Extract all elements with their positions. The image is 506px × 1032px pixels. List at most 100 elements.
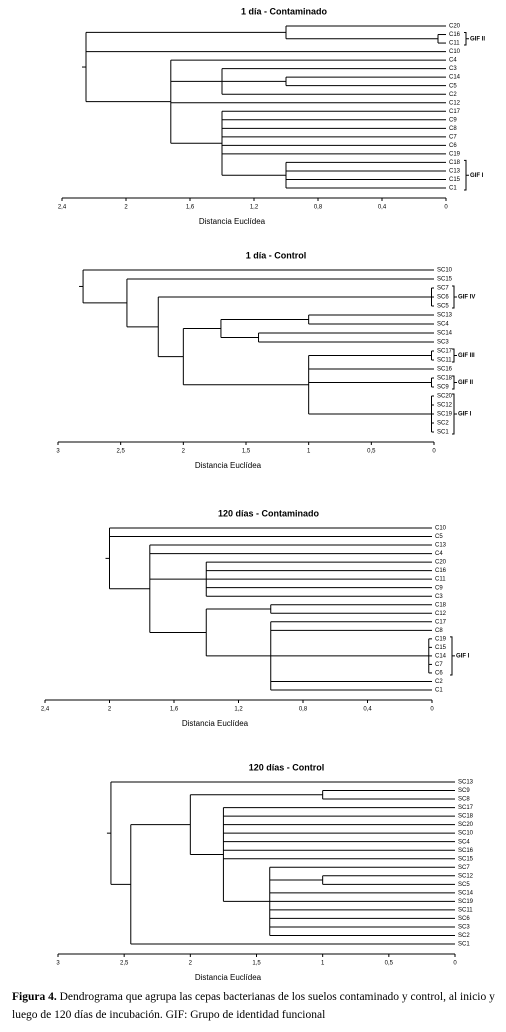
leaf-label: C2 (449, 92, 457, 98)
x-axis-label: Distancia Euclídea (199, 217, 266, 226)
leaf-label: C18 (449, 160, 461, 166)
leaf-label: C1 (435, 688, 443, 694)
leaf-label: C7 (435, 662, 443, 668)
x-axis-label: Distancia Euclídea (195, 461, 262, 470)
leaf-label: SC7 (458, 865, 470, 871)
leaf-label: SC18 (437, 376, 453, 382)
leaf-label: SC12 (458, 873, 474, 879)
x-tick-label: 1,6 (186, 205, 195, 211)
leaf-label: SC9 (437, 385, 449, 391)
leaf-label: SC11 (437, 358, 452, 364)
chart-title: 120 días - Contaminado (218, 508, 320, 518)
leaf-label: SC10 (437, 268, 453, 274)
leaf-label: C14 (435, 653, 447, 659)
leaf-label: SC1 (458, 942, 470, 948)
leaf-label: C15 (449, 177, 461, 183)
x-tick-label: 1,5 (252, 961, 261, 967)
x-tick-label: 1,5 (242, 449, 251, 455)
leaf-label: SC13 (458, 780, 474, 786)
chart-title: 1 día - Control (246, 250, 307, 260)
group-bracket (452, 285, 457, 309)
leaf-label: C17 (435, 619, 447, 625)
leaf-label: SC5 (458, 882, 470, 888)
group-bracket (464, 159, 469, 191)
leaf-label: C5 (435, 534, 443, 540)
leaf-label: SC14 (458, 890, 474, 896)
leaf-label: SC19 (458, 899, 474, 905)
x-tick-label: 2,4 (41, 707, 50, 713)
caption-text: Dendrograma que agrupa las cepas bacteri… (12, 991, 495, 1021)
group-label: GIF I (470, 173, 484, 179)
leaf-label: SC12 (437, 403, 453, 409)
leaf-label: C7 (449, 134, 457, 140)
leaf-label: SC4 (458, 839, 470, 845)
x-tick-label: 0,4 (363, 707, 372, 713)
x-tick-label: 0,8 (299, 707, 308, 713)
x-tick-label: 0 (444, 205, 448, 211)
leaf-label: SC9 (458, 788, 470, 794)
leaf-label: C9 (435, 585, 443, 591)
x-tick-label: 0,5 (367, 449, 376, 455)
x-tick-label: 2,4 (58, 205, 67, 211)
leaf-label: C13 (449, 169, 461, 175)
leaf-label: C17 (449, 109, 461, 115)
chart-title: 120 días - Control (249, 762, 325, 772)
leaf-label: C3 (449, 66, 457, 72)
x-tick-label: 0 (432, 449, 436, 455)
leaf-label: SC10 (458, 831, 474, 837)
leaf-label: C14 (449, 75, 461, 81)
leaf-label: C15 (435, 645, 447, 651)
leaf-label: SC6 (458, 916, 470, 922)
group-label: GIF IV (458, 295, 475, 301)
x-tick-label: 1 (321, 961, 325, 967)
leaf-label: C6 (449, 143, 457, 149)
leaf-label: SC7 (437, 286, 449, 292)
group-bracket (452, 393, 457, 435)
group-label: GIF II (458, 380, 473, 386)
leaf-label: C20 (435, 560, 447, 566)
leaf-label: C16 (435, 568, 447, 574)
x-tick-label: 1 (307, 449, 311, 455)
leaf-label: C18 (435, 602, 447, 608)
leaf-label: SC11 (458, 907, 473, 913)
leaf-label: SC2 (458, 933, 470, 939)
group-label: GIF I (458, 412, 472, 418)
leaf-label: C11 (449, 41, 460, 47)
leaf-label: SC16 (458, 848, 474, 854)
x-tick-label: 1,2 (234, 707, 243, 713)
leaf-label: C6 (435, 671, 443, 677)
leaf-label: SC8 (458, 797, 470, 803)
leaf-label: C4 (449, 58, 457, 64)
caption: Figura 4. Dendrograma que agrupa las cep… (12, 988, 502, 1024)
leaf-label: C5 (449, 83, 457, 89)
x-axis-label: Distancia Euclídea (182, 719, 249, 728)
x-tick-label: 1,6 (170, 707, 179, 713)
leaf-label: C1 (449, 186, 457, 192)
leaf-label: SC3 (437, 340, 449, 346)
x-tick-label: 2 (108, 707, 112, 713)
x-tick-label: 2,5 (116, 449, 125, 455)
leaf-label: C10 (449, 49, 461, 55)
leaf-label: SC15 (458, 856, 474, 862)
leaf-label: SC1 (437, 430, 449, 436)
leaf-label: C19 (435, 636, 447, 642)
leaf-label: C12 (435, 611, 447, 617)
leaf-label: SC19 (437, 412, 453, 418)
x-tick-label: 2 (189, 961, 193, 967)
group-label: GIF I (456, 653, 470, 659)
leaf-label: SC17 (437, 349, 453, 355)
leaf-label: C16 (449, 32, 461, 38)
x-tick-label: 0,4 (378, 205, 387, 211)
leaf-label: SC5 (437, 304, 449, 310)
x-tick-label: 3 (56, 449, 60, 455)
chart-title: 1 día - Contaminado (241, 6, 328, 16)
leaf-label: SC4 (437, 322, 449, 328)
group-bracket (464, 32, 469, 46)
x-tick-label: 2 (182, 449, 186, 455)
leaf-label: C9 (449, 117, 457, 123)
leaf-label: C8 (435, 628, 443, 634)
group-bracket (452, 348, 457, 363)
leaf-label: SC3 (458, 925, 470, 931)
leaf-label: SC20 (437, 394, 453, 400)
